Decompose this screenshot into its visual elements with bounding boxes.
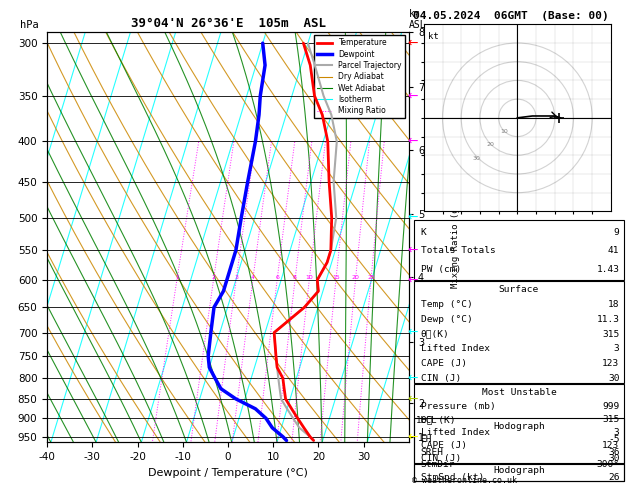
- Text: kt: kt: [428, 32, 438, 41]
- Text: 2: 2: [211, 275, 216, 280]
- Text: 1.43: 1.43: [596, 264, 620, 274]
- Title: 39°04'N 26°36'E  105m  ASL: 39°04'N 26°36'E 105m ASL: [130, 17, 326, 31]
- Text: ←: ←: [408, 431, 418, 443]
- Text: 999: 999: [602, 402, 620, 411]
- Text: ←: ←: [408, 392, 418, 405]
- Text: 123: 123: [602, 441, 620, 451]
- Text: 315: 315: [602, 416, 620, 424]
- Text: 4: 4: [251, 275, 255, 280]
- Text: 8: 8: [293, 275, 297, 280]
- Bar: [414, 281, 624, 383]
- Text: ←: ←: [408, 372, 418, 385]
- Text: ←: ←: [408, 243, 418, 257]
- Bar: [414, 220, 624, 280]
- Text: 1LCL: 1LCL: [416, 416, 438, 425]
- Text: StmSpd (kt): StmSpd (kt): [421, 473, 484, 482]
- Text: 123: 123: [602, 359, 620, 368]
- Text: Most Unstable: Most Unstable: [482, 388, 556, 398]
- Text: 1: 1: [175, 275, 179, 280]
- Text: -5: -5: [608, 435, 620, 444]
- Text: Pressure (mb): Pressure (mb): [421, 402, 495, 411]
- Text: 3: 3: [234, 275, 238, 280]
- Text: © weatheronline.co.uk: © weatheronline.co.uk: [412, 476, 517, 485]
- Text: StmDir: StmDir: [421, 460, 455, 469]
- Text: Dewp (°C): Dewp (°C): [421, 315, 472, 324]
- Text: K: K: [421, 228, 426, 237]
- Text: 18: 18: [608, 300, 620, 309]
- Text: 30: 30: [608, 374, 620, 383]
- Text: 9: 9: [614, 228, 620, 237]
- Text: 10: 10: [500, 129, 508, 134]
- Text: 315: 315: [602, 330, 620, 339]
- Text: Hodograph: Hodograph: [493, 421, 545, 431]
- Text: θᴇ (K): θᴇ (K): [421, 416, 455, 424]
- Text: 3: 3: [614, 428, 620, 437]
- Bar: [414, 384, 624, 463]
- Text: 11.3: 11.3: [596, 315, 620, 324]
- Text: 300°: 300°: [596, 460, 620, 469]
- Text: PW (cm): PW (cm): [421, 264, 461, 274]
- Text: CAPE (J): CAPE (J): [421, 359, 467, 368]
- Text: 41: 41: [608, 246, 620, 256]
- Text: CIN (J): CIN (J): [421, 454, 461, 463]
- X-axis label: Dewpoint / Temperature (°C): Dewpoint / Temperature (°C): [148, 468, 308, 478]
- Text: 26: 26: [608, 473, 620, 482]
- Text: CIN (J): CIN (J): [421, 374, 461, 383]
- Text: 25: 25: [367, 275, 375, 280]
- Text: Totals Totals: Totals Totals: [421, 246, 495, 256]
- Text: hPa: hPa: [20, 20, 39, 30]
- Text: ←: ←: [408, 326, 418, 339]
- Text: Hodograph: Hodograph: [493, 466, 545, 475]
- Text: SREH: SREH: [421, 448, 443, 457]
- Bar: [414, 417, 624, 481]
- Text: 10: 10: [305, 275, 313, 280]
- Text: Lifted Index: Lifted Index: [421, 344, 489, 353]
- Text: 15: 15: [332, 275, 340, 280]
- Text: 3: 3: [614, 344, 620, 353]
- Text: ←: ←: [408, 135, 418, 148]
- Text: km
ASL: km ASL: [409, 9, 426, 30]
- Text: 30: 30: [473, 156, 481, 161]
- Text: θᴇ(K): θᴇ(K): [421, 330, 449, 339]
- Text: 6: 6: [276, 275, 279, 280]
- Bar: [414, 464, 624, 481]
- Text: Temp (°C): Temp (°C): [421, 300, 472, 309]
- Text: 20: 20: [486, 142, 494, 147]
- Text: CAPE (J): CAPE (J): [421, 441, 467, 451]
- Text: EH: EH: [421, 435, 432, 444]
- Text: Surface: Surface: [499, 285, 539, 294]
- Legend: Temperature, Dewpoint, Parcel Trajectory, Dry Adiabat, Wet Adiabat, Isotherm, Mi: Temperature, Dewpoint, Parcel Trajectory…: [314, 35, 405, 118]
- Text: Lifted Index: Lifted Index: [421, 428, 489, 437]
- Text: ←: ←: [408, 89, 418, 103]
- Text: 30: 30: [608, 454, 620, 463]
- Text: ←: ←: [408, 211, 418, 224]
- Text: ←: ←: [408, 36, 418, 50]
- Text: 36: 36: [608, 448, 620, 457]
- Text: 04.05.2024  06GMT  (Base: 00): 04.05.2024 06GMT (Base: 00): [413, 11, 609, 21]
- Text: ←: ←: [408, 274, 418, 286]
- Text: 20: 20: [352, 275, 359, 280]
- Text: Mixing Ratio (g/kg): Mixing Ratio (g/kg): [452, 186, 460, 288]
